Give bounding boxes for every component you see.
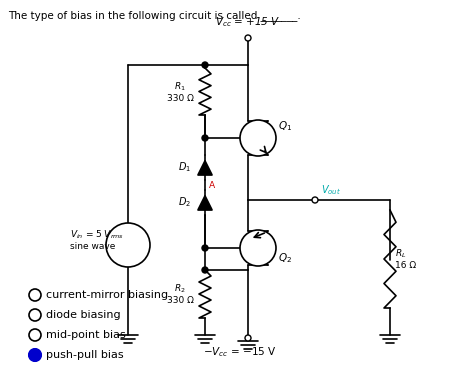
Circle shape — [202, 135, 208, 141]
Text: $V_{out}$: $V_{out}$ — [321, 183, 341, 197]
Circle shape — [245, 35, 251, 41]
Circle shape — [245, 335, 251, 341]
Circle shape — [202, 62, 208, 68]
Text: $D_2$: $D_2$ — [179, 195, 191, 210]
Circle shape — [202, 267, 208, 273]
Circle shape — [29, 349, 41, 361]
Text: $R_L$
16 Ω: $R_L$ 16 Ω — [395, 248, 416, 271]
Text: mid-point bias: mid-point bias — [46, 330, 126, 340]
Text: $R_1$
330 Ω: $R_1$ 330 Ω — [166, 80, 193, 103]
Text: The type of bias in the following circuit is called _______.: The type of bias in the following circui… — [8, 10, 301, 21]
Text: $Q_1$: $Q_1$ — [278, 119, 292, 133]
Polygon shape — [198, 195, 212, 210]
Text: diode biasing: diode biasing — [46, 310, 120, 320]
Text: $-V_{cc}$ = −15 V: $-V_{cc}$ = −15 V — [203, 345, 277, 359]
Text: A: A — [209, 181, 215, 190]
Circle shape — [202, 245, 208, 251]
Polygon shape — [198, 160, 212, 174]
Circle shape — [312, 197, 318, 203]
Text: $V_{in}$ = 5 $V_{rms}$
sine wave: $V_{in}$ = 5 $V_{rms}$ sine wave — [70, 229, 124, 251]
Text: current-mirror biasing: current-mirror biasing — [46, 290, 168, 300]
Text: $Q_2$: $Q_2$ — [278, 251, 292, 265]
Circle shape — [240, 120, 276, 156]
Text: push-pull bias: push-pull bias — [46, 350, 124, 360]
Text: $D_1$: $D_1$ — [178, 161, 191, 174]
Text: $R_2$
330 Ω: $R_2$ 330 Ω — [166, 283, 193, 306]
Circle shape — [240, 230, 276, 266]
Text: $V_{cc}$ = +15 V: $V_{cc}$ = +15 V — [215, 15, 281, 29]
Circle shape — [106, 223, 150, 267]
